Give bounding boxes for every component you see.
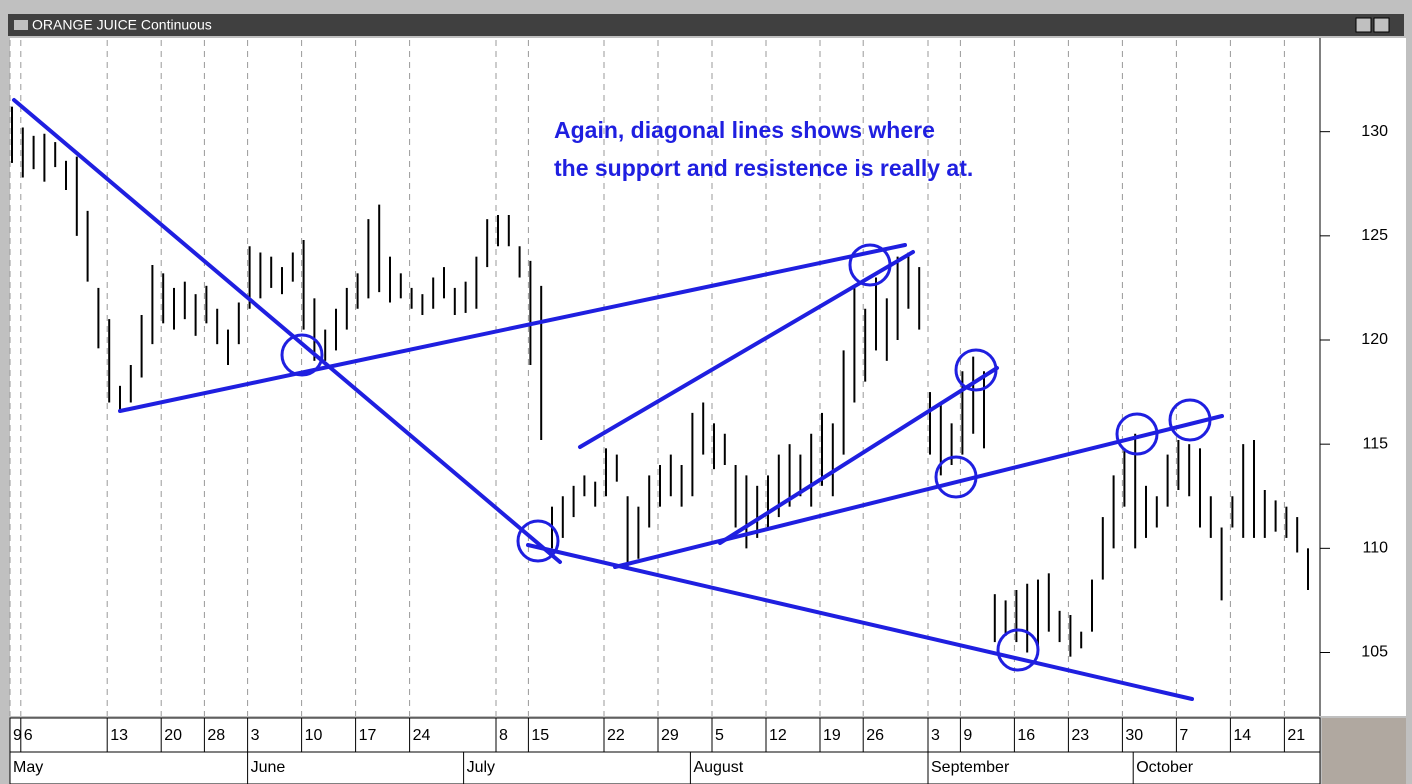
y-tick-label: 120 <box>1361 331 1388 348</box>
y-tick-label: 105 <box>1361 644 1388 661</box>
y-tick-label: 130 <box>1361 123 1388 140</box>
month-label: August <box>693 759 743 776</box>
x-tick-label: 15 <box>531 727 549 744</box>
x-tick-label: 14 <box>1233 727 1251 744</box>
x-tick-label: 10 <box>305 727 323 744</box>
circle-marker <box>1115 412 1159 456</box>
annotation: Again, diagonal lines shows where <box>554 117 935 143</box>
trend-line <box>578 250 915 449</box>
circle-marker <box>1168 398 1212 442</box>
x-tick-label: 30 <box>1125 727 1143 744</box>
x-tick-label: 13 <box>110 727 128 744</box>
month-label: May <box>13 759 43 776</box>
x-tick-label: 20 <box>164 727 182 744</box>
month-label: September <box>931 759 1010 776</box>
x-tick-label: 19 <box>823 727 841 744</box>
circle-marker <box>848 243 892 287</box>
x-tick-label: 28 <box>207 727 225 744</box>
x-tick-label: 6 <box>24 727 33 744</box>
x-tick-label: 17 <box>359 727 377 744</box>
price-axis <box>1320 38 1406 716</box>
restore-button[interactable] <box>1355 17 1372 33</box>
trend-line <box>12 98 562 564</box>
title-bar <box>8 14 1404 36</box>
x-tick-label: 5 <box>715 727 724 744</box>
circle-marker <box>996 628 1040 672</box>
x-tick-label: 16 <box>1017 727 1035 744</box>
x-tick-label: 21 <box>1287 727 1305 744</box>
x-tick-label: 7 <box>1179 727 1188 744</box>
drawings <box>12 98 1224 701</box>
month-label: October <box>1136 759 1194 776</box>
x-tick-label: 3 <box>931 727 940 744</box>
x-tick-label: 9 <box>13 727 22 744</box>
y-tick-label: 115 <box>1362 435 1388 452</box>
trend-line <box>118 243 907 413</box>
x-tick-label: 9 <box>963 727 972 744</box>
window-title: ORANGE JUICE Continuous <box>32 17 212 33</box>
x-tick-label: 3 <box>251 727 260 744</box>
plot-area <box>10 38 1320 716</box>
circle-marker <box>280 333 324 377</box>
trend-line <box>526 543 1194 701</box>
x-tick-label: 29 <box>661 727 679 744</box>
trend-line <box>718 366 999 545</box>
annotation: the support and resistence is really at. <box>554 155 973 181</box>
x-tick-label: 24 <box>413 727 431 744</box>
circle-marker <box>954 348 998 392</box>
x-tick-label: 12 <box>769 727 787 744</box>
trend-line <box>613 414 1224 569</box>
date-axis <box>9 717 1321 784</box>
circle-marker <box>516 519 560 563</box>
circle-marker <box>934 455 978 499</box>
x-tick-label: 22 <box>607 727 625 744</box>
close-button[interactable] <box>1373 17 1390 33</box>
y-tick-label: 125 <box>1361 227 1388 244</box>
y-tick-label: 110 <box>1362 540 1388 557</box>
month-label: July <box>467 759 495 776</box>
x-tick-label: 23 <box>1071 727 1089 744</box>
x-tick-label: 26 <box>866 727 884 744</box>
window-icon <box>14 20 28 30</box>
month-label: June <box>251 759 286 776</box>
corner-box <box>1322 718 1406 784</box>
x-tick-label: 8 <box>499 727 508 744</box>
